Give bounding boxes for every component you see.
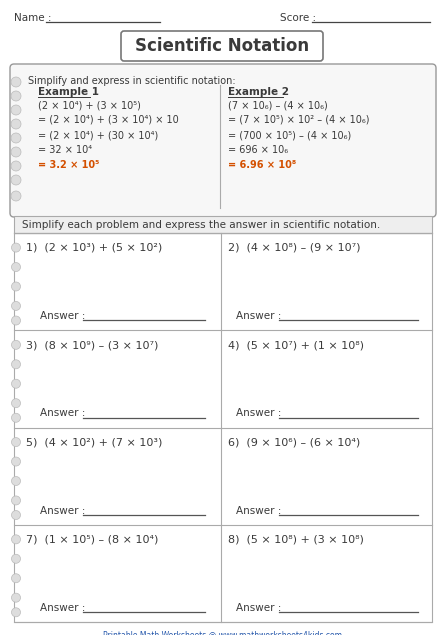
Circle shape [11,175,21,185]
Circle shape [12,608,20,617]
Text: 8)  (5 × 10⁸) + (3 × 10⁸): 8) (5 × 10⁸) + (3 × 10⁸) [228,535,364,545]
Text: Answer :: Answer : [236,408,281,418]
Text: Example 1: Example 1 [38,87,99,97]
Text: Answer :: Answer : [236,603,281,613]
Text: 4)  (5 × 10⁷) + (1 × 10⁸): 4) (5 × 10⁷) + (1 × 10⁸) [228,340,364,351]
Text: 7)  (1 × 10⁵) – (8 × 10⁴): 7) (1 × 10⁵) – (8 × 10⁴) [26,535,159,545]
Circle shape [12,593,20,602]
Text: 1)  (2 × 10³) + (5 × 10²): 1) (2 × 10³) + (5 × 10²) [26,243,162,253]
Circle shape [11,161,21,171]
Text: Answer :: Answer : [40,603,85,613]
Text: Simplify and express in scientific notation:: Simplify and express in scientific notat… [28,76,236,86]
Text: Answer :: Answer : [40,408,85,418]
Circle shape [11,105,21,115]
Circle shape [12,316,20,325]
Circle shape [12,360,20,369]
Text: = 3.2 × 10⁵: = 3.2 × 10⁵ [38,160,99,170]
Circle shape [12,413,20,422]
Text: Answer :: Answer : [236,311,281,321]
Bar [14,216,432,233]
Text: = (2 × 10⁴) + (30 × 10⁴): = (2 × 10⁴) + (30 × 10⁴) [38,130,158,140]
Text: = (700 × 10⁵) – (4 × 10₆): = (700 × 10⁵) – (4 × 10₆) [228,130,351,140]
Text: (7 × 10₆) – (4 × 10₆): (7 × 10₆) – (4 × 10₆) [228,100,328,110]
Circle shape [12,340,20,349]
Text: = 32 × 10⁴: = 32 × 10⁴ [38,145,92,155]
Text: Score :: Score : [280,13,316,23]
Circle shape [12,438,20,446]
Circle shape [11,133,21,143]
FancyBboxPatch shape [121,31,323,61]
FancyBboxPatch shape [10,64,436,217]
Bar [14,233,432,622]
Circle shape [12,262,20,272]
Text: 2)  (4 × 10⁸) – (9 × 10⁷): 2) (4 × 10⁸) – (9 × 10⁷) [228,243,361,253]
Circle shape [11,191,21,201]
Circle shape [12,379,20,388]
Text: 5)  (4 × 10²) + (7 × 10³): 5) (4 × 10²) + (7 × 10³) [26,438,163,448]
Text: = 696 × 10₆: = 696 × 10₆ [228,145,288,155]
Circle shape [12,457,20,466]
Text: Answer :: Answer : [40,505,85,516]
Text: Printable Math Worksheets @ www.mathworksheets4kids.com: Printable Math Worksheets @ www.mathwork… [103,630,341,635]
Text: Name :: Name : [14,13,52,23]
Text: Simplify each problem and express the answer in scientific notation.: Simplify each problem and express the an… [22,220,380,229]
Circle shape [12,496,20,505]
Circle shape [12,282,20,291]
Circle shape [11,147,21,157]
Circle shape [12,476,20,486]
Text: Scientific Notation: Scientific Notation [135,37,309,55]
Circle shape [12,574,20,583]
Text: = (7 × 10⁵) × 10² – (4 × 10₆): = (7 × 10⁵) × 10² – (4 × 10₆) [228,115,369,125]
Circle shape [12,243,20,252]
Circle shape [12,511,20,519]
Text: = (2 × 10⁴) + (3 × 10⁴) × 10: = (2 × 10⁴) + (3 × 10⁴) × 10 [38,115,179,125]
Circle shape [12,554,20,563]
Circle shape [12,302,20,311]
Circle shape [11,77,21,87]
Circle shape [11,119,21,129]
Text: (2 × 10⁴) + (3 × 10⁵): (2 × 10⁴) + (3 × 10⁵) [38,100,141,110]
Text: = 6.96 × 10⁸: = 6.96 × 10⁸ [228,160,296,170]
Text: Answer :: Answer : [40,311,85,321]
Circle shape [12,535,20,544]
Circle shape [12,399,20,408]
Text: Example 2: Example 2 [228,87,289,97]
Text: Answer :: Answer : [236,505,281,516]
Circle shape [11,91,21,101]
Text: 3)  (8 × 10⁹) – (3 × 10⁷): 3) (8 × 10⁹) – (3 × 10⁷) [26,340,159,351]
Text: 6)  (9 × 10⁶) – (6 × 10⁴): 6) (9 × 10⁶) – (6 × 10⁴) [228,438,360,448]
